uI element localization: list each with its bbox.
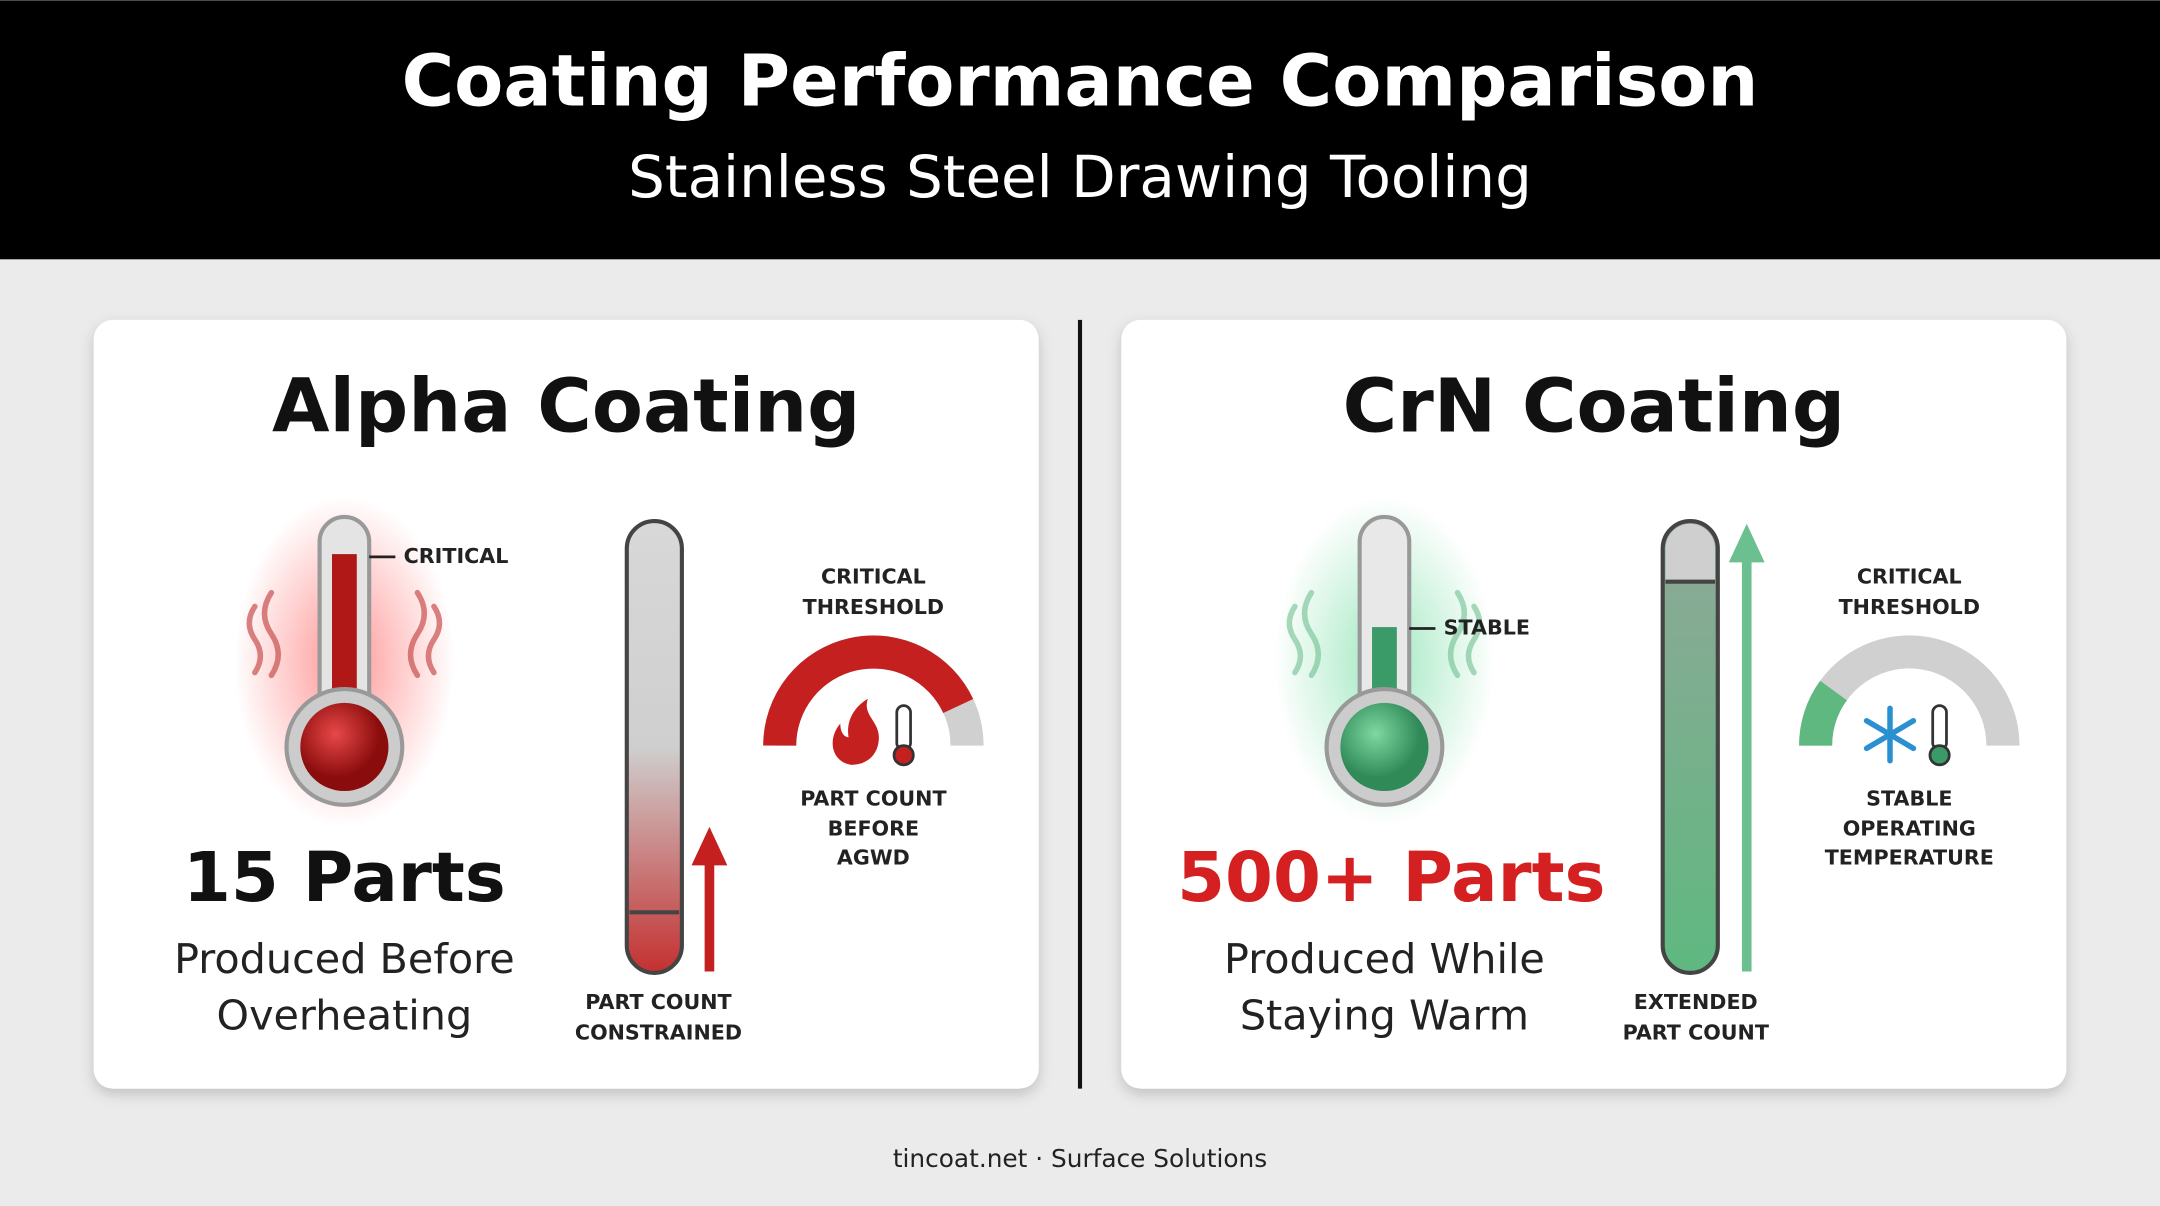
- heat-waves: [246, 589, 443, 679]
- gauge-title: CRITICAL THRESHOLD: [803, 565, 944, 619]
- caption: Produced Before Overheating: [174, 935, 515, 1039]
- mini-bulb: [892, 744, 915, 767]
- subtitle: Stainless Steel Drawing Tooling: [628, 143, 1532, 211]
- gauge-title: CRITICAL THRESHOLD: [1839, 565, 1980, 619]
- progress-bar: [624, 518, 684, 975]
- thermometer-label: STABLE: [1444, 615, 1530, 639]
- panel: Alpha Coating CRITICAL PART COUNT CONSTRA…: [174, 362, 984, 1044]
- thermometer-label: CRITICAL: [404, 544, 509, 568]
- bar-caption: EXTENDED PART COUNT: [1623, 990, 1769, 1044]
- title: Coating Performance Comparison: [402, 39, 1759, 122]
- panel-title: CrN Coating: [1343, 362, 1846, 449]
- progress-bar: [1660, 518, 1720, 975]
- arrow-head: [1728, 523, 1765, 563]
- header-bar: [0, 0, 2160, 260]
- bar-empty: [1665, 523, 1716, 582]
- panel: CrN Coating STABLE EXTENDED PART COUNT CR…: [1177, 362, 2020, 1044]
- gauge-caption: STABLE OPERATING TEMPERATURE: [1825, 786, 1994, 869]
- thermometer-bulb: [1340, 702, 1429, 792]
- thermometer-bulb: [300, 702, 389, 792]
- bar-caption: PART COUNT CONSTRAINED: [575, 990, 742, 1044]
- panel-title: Alpha Coating: [272, 362, 860, 449]
- footer: tincoat.net · Surface Solutions: [893, 1144, 1267, 1173]
- arrow-head: [691, 826, 728, 866]
- headline: 500+ Parts: [1177, 838, 1605, 918]
- headline: 15 Parts: [183, 838, 506, 918]
- caption: Produced While Staying Warm: [1224, 935, 1545, 1039]
- snowflake-icon: [1863, 705, 1917, 764]
- gauge-caption: PART COUNT BEFORE AGWD: [800, 786, 946, 869]
- waves: [1286, 589, 1483, 679]
- fire-icon: [832, 698, 879, 765]
- gauge-fill: [1799, 680, 1848, 747]
- mini-bulb: [1928, 744, 1951, 767]
- gauge-fill: [763, 635, 974, 747]
